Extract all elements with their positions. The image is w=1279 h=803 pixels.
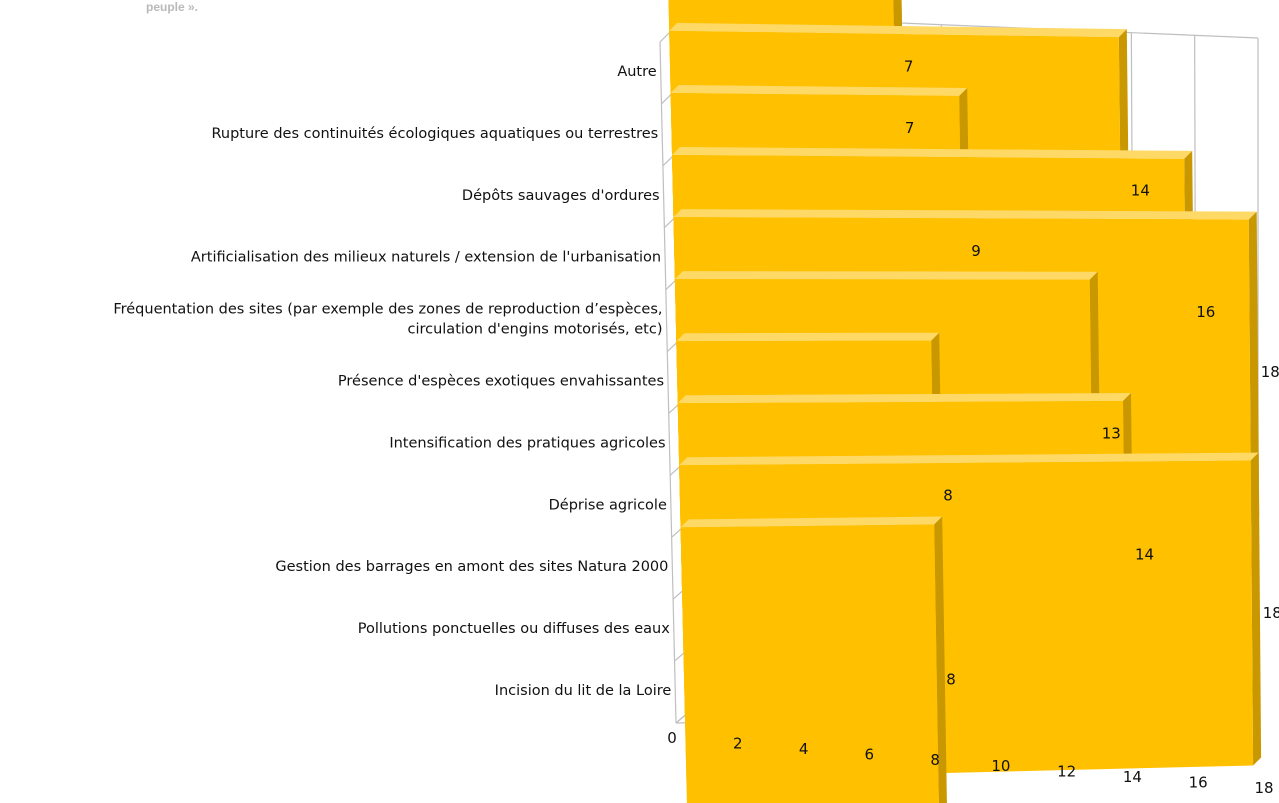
bar-front [681, 525, 940, 803]
data-label: 16 [1196, 303, 1215, 321]
x-tick-label: 4 [799, 740, 809, 758]
data-label: 14 [1135, 545, 1154, 563]
data-label: 9 [971, 242, 981, 260]
x-tick-label: 0 [667, 729, 677, 747]
x-tick-label: 14 [1123, 768, 1142, 786]
category-label: Autre [617, 64, 656, 80]
category-label: Intensification des pratiques agricoles [389, 435, 665, 451]
category-label: Présence d'espèces exotiques envahissant… [338, 374, 664, 390]
category-label: Fréquentation des sites (par exemple des… [113, 302, 662, 318]
category-label: Rupture des continuités écologiques aqua… [211, 126, 658, 142]
x-tick-label: 18 [1254, 779, 1273, 797]
category-labels: Autre Rupture des continuités écologiques… [113, 64, 671, 699]
category-label: Dépôts sauvages d'ordures [462, 188, 660, 204]
x-tick-label: 10 [991, 757, 1010, 775]
chart-bars [666, 0, 1261, 803]
data-label: 8 [943, 487, 953, 505]
category-label: Gestion des barrages en amont des sites … [275, 559, 668, 575]
category-label: Incision du lit de la Loire [495, 683, 672, 699]
category-label: Pollutions ponctuelles ou diffuses des e… [358, 621, 670, 637]
data-label: 8 [946, 670, 956, 688]
data-label: 14 [1131, 182, 1150, 200]
x-tick-label: 12 [1057, 762, 1076, 780]
x-tick-label: 8 [930, 751, 940, 769]
x-tick-label: 6 [865, 746, 875, 764]
category-label: circulation d'engins motorisés, etc) [407, 322, 662, 338]
bar-top [676, 333, 939, 342]
x-tick-label: 2 [733, 735, 743, 753]
data-label: 18 [1261, 363, 1279, 381]
category-label: Artificialisation des milieux naturels /… [191, 250, 661, 266]
data-label: 13 [1102, 424, 1121, 442]
data-label: 7 [904, 58, 914, 76]
data-label: 7 [905, 119, 915, 137]
x-tick-label: 16 [1189, 773, 1208, 791]
bar [681, 517, 948, 803]
category-label: Déprise agricole [549, 497, 667, 513]
data-label: 18 [1263, 604, 1279, 622]
bar-top [675, 271, 1098, 280]
